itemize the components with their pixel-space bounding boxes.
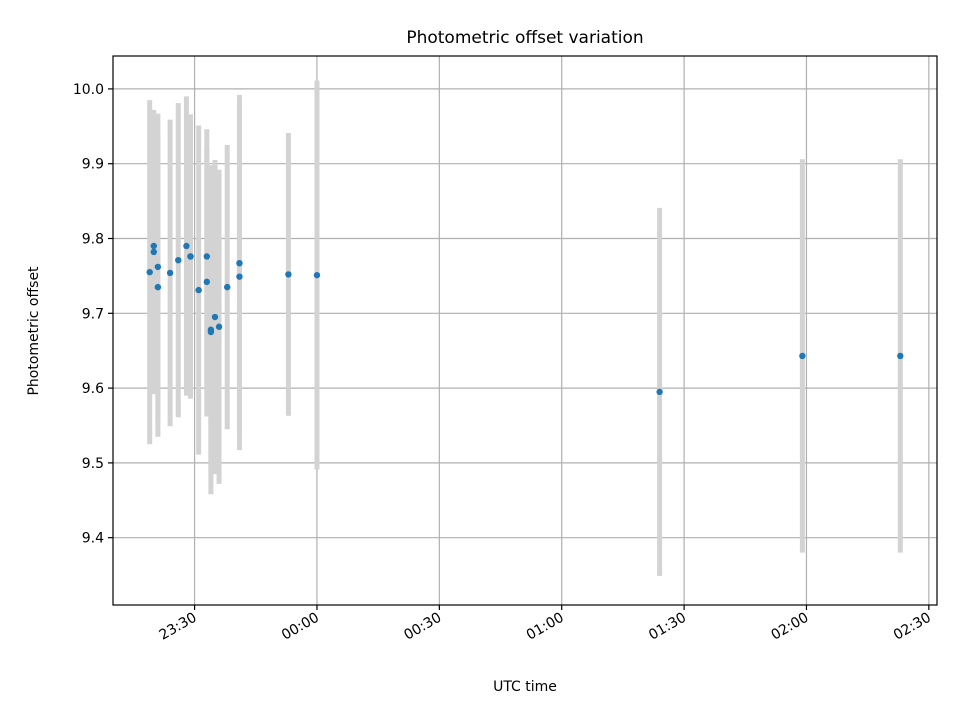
data-point — [150, 248, 157, 256]
y-tick-label: 9.4 — [82, 531, 104, 547]
data-point — [203, 253, 211, 260]
y-tick-label: 9.6 — [82, 381, 104, 397]
x-axis-label: UTC time — [493, 679, 557, 695]
y-tick-label: 9.8 — [82, 232, 104, 248]
data-point — [211, 313, 219, 321]
data-point — [236, 259, 243, 267]
x-axis-ticks: 23:30 00:00 00:30 01:00 01:30 02:00 02:30 — [157, 605, 934, 644]
data-point — [150, 242, 157, 250]
y-tick-label: 9.7 — [82, 306, 104, 322]
data-point — [154, 263, 162, 271]
x-tick-label: 02:30 — [891, 610, 934, 644]
y-tick-label: 10.0 — [73, 82, 104, 98]
x-gridlines — [193, 56, 930, 605]
plot-frame — [112, 55, 938, 606]
data-point — [187, 253, 194, 260]
y-tick-label: 9.5 — [82, 456, 104, 472]
x-tick-label: 00:30 — [401, 610, 444, 644]
y-axis-label: Photometric offset — [26, 266, 42, 396]
data-point — [207, 328, 215, 336]
y-axis-ticks: 9.4 9.5 9.6 9.7 9.8 9.9 10.0 — [73, 82, 113, 547]
data-point — [656, 388, 663, 396]
x-tick-label: 02:00 — [769, 610, 812, 644]
data-point — [897, 352, 904, 360]
y-gridlines — [113, 88, 937, 539]
data-points — [146, 242, 904, 396]
data-point — [166, 269, 174, 277]
x-tick-label: 01:00 — [524, 610, 567, 644]
data-point — [215, 323, 223, 330]
data-point — [799, 352, 806, 360]
x-tick-label: 00:00 — [279, 610, 322, 644]
x-tick-label: 23:30 — [157, 610, 200, 644]
data-point — [224, 283, 231, 291]
y-tick-label: 9.9 — [82, 157, 104, 173]
data-point — [236, 273, 243, 280]
data-point — [285, 271, 292, 278]
data-point — [203, 278, 211, 286]
x-tick-label: 01:30 — [646, 610, 689, 644]
data-point — [146, 268, 153, 276]
data-point — [195, 286, 202, 294]
data-point — [183, 242, 190, 250]
chart-title: Photometric offset variation — [406, 28, 643, 48]
data-point — [313, 271, 321, 279]
error-bars — [147, 80, 903, 576]
data-point — [154, 283, 162, 291]
data-point — [175, 256, 182, 264]
